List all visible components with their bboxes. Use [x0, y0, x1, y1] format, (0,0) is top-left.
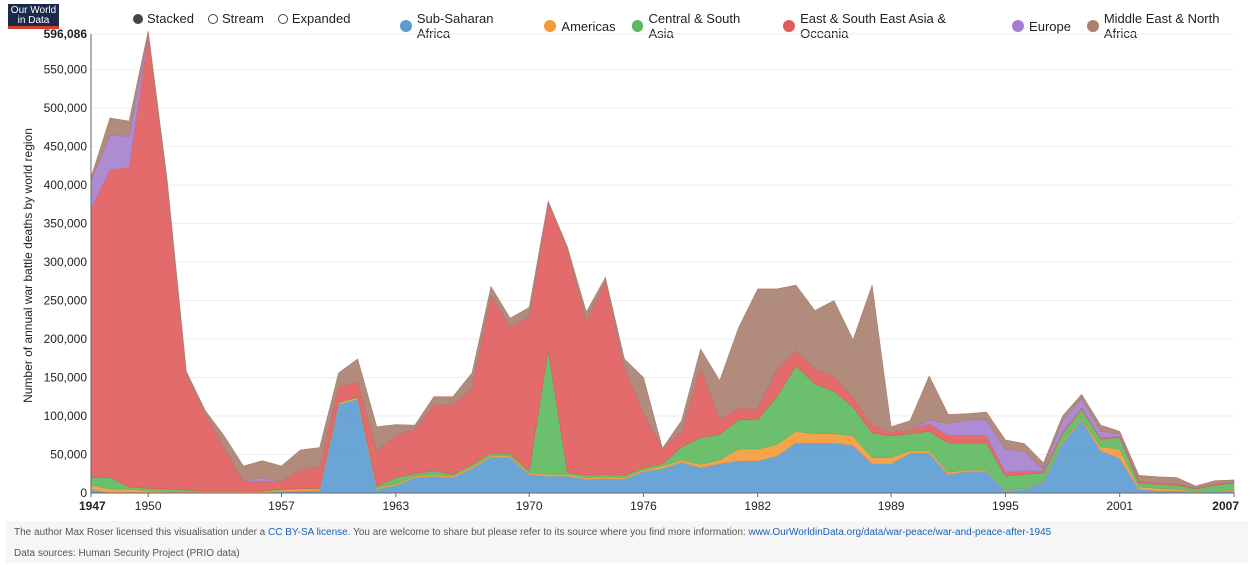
radio-empty-icon [277, 13, 288, 24]
y-tick-label: 300,000 [44, 255, 88, 269]
owid-logo[interactable]: Our World in Data [8, 4, 59, 29]
x-tick-label: 1947 [79, 499, 106, 513]
legend-swatch [783, 20, 796, 32]
credit-line: The author Max Roser licensed this visua… [14, 527, 1051, 538]
legend-label: Europe [1029, 18, 1071, 34]
y-tick-label: 100,000 [44, 409, 88, 423]
legend-swatch [1012, 20, 1025, 32]
legend-item[interactable]: Americas [544, 11, 616, 41]
radio-selected-icon [133, 13, 143, 24]
legend-swatch [631, 20, 644, 32]
radio-empty-icon [207, 13, 218, 24]
x-tick-label: 2001 [1106, 499, 1133, 513]
x-tick-label: 1957 [268, 499, 295, 513]
toggle-stacked-label: Stacked [147, 11, 194, 26]
legend-label: Central & South Asia [648, 11, 741, 41]
footer: The author Max Roser licensed this visua… [6, 521, 1248, 563]
legend-label: Americas [561, 18, 616, 34]
stacked-area-chart: 0 50,000 100,000 150,000 200,000 250,000 300,0… [21, 27, 1239, 513]
y-tick-label: 50,000 [50, 447, 87, 461]
legend-item[interactable]: Europe [1012, 11, 1071, 41]
toggle-stream[interactable]: Stream [207, 11, 264, 26]
y-tick-label: 150,000 [44, 370, 88, 384]
legend-swatch [1086, 20, 1099, 32]
x-tick-label: 1976 [630, 499, 657, 513]
chart-mode-toggles: Stacked Stream Expanded [133, 11, 350, 26]
y-tick-label: 450,000 [44, 139, 88, 153]
x-tick-label: 1963 [382, 499, 409, 513]
license-link[interactable]: CC BY-SA license [268, 527, 348, 538]
source-link[interactable]: www.OurWorldinData.org/data/war-peace/wa… [748, 527, 1052, 538]
y-tick-label: 550,000 [44, 62, 88, 76]
y-tick-label: 500,000 [44, 101, 88, 115]
x-tick-label: 1989 [878, 499, 905, 513]
x-tick-label: 2007 [1212, 499, 1239, 513]
toggle-expanded-label: Expanded [291, 11, 351, 26]
toggle-expanded[interactable]: Expanded [277, 11, 351, 26]
y-tick-label: 596,086 [44, 27, 88, 41]
legend-swatch [544, 20, 557, 32]
area-series [90, 30, 1235, 489]
credit-middle: . You are welcome to share but please re… [347, 527, 749, 538]
credit-prefix: The author Max Roser licensed this visua… [14, 527, 269, 538]
y-tick-label: 200,000 [44, 332, 88, 346]
y-axis-title: Number of annual war battle deaths by wo… [21, 128, 35, 403]
x-tick-label: 1950 [135, 499, 162, 513]
y-tick-label: 350,000 [44, 216, 88, 230]
logo-line-1: Our World [10, 5, 57, 16]
legend-item[interactable]: Central & South Asia [631, 11, 768, 41]
toggle-stacked[interactable]: Stacked [133, 11, 194, 26]
y-tick-label: 0 [80, 486, 87, 500]
y-tick-label: 250,000 [44, 293, 88, 307]
data-sources: Data sources: Human Security Project (PR… [14, 548, 240, 559]
x-tick-label: 1982 [744, 499, 771, 513]
x-tick-label: 1995 [992, 499, 1019, 513]
toggle-stream-label: Stream [221, 11, 264, 26]
x-tick-label: 1970 [516, 499, 543, 513]
legend-swatch [400, 20, 412, 32]
y-tick-label: 400,000 [44, 178, 88, 192]
logo-line-2: in Data [17, 15, 50, 26]
